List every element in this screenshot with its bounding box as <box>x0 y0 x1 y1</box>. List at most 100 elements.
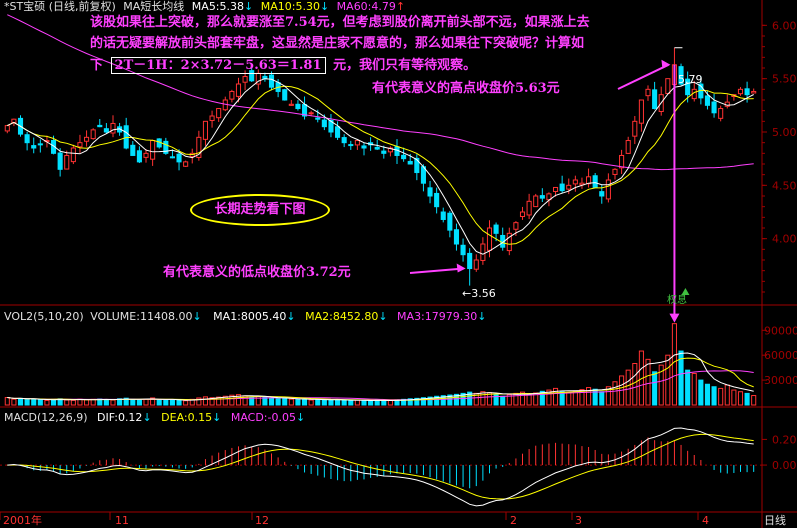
annotation-arrows <box>409 47 690 323</box>
down-arrow-icon: ↓ <box>244 0 254 13</box>
volume-bar <box>209 397 215 406</box>
candle-body <box>328 119 334 133</box>
candle-body <box>744 88 750 96</box>
volume-bar <box>361 399 367 406</box>
volume-bar <box>341 399 347 406</box>
ma5-readout: MA5:5.38 <box>191 0 245 13</box>
volume-bar <box>420 397 426 406</box>
high-note-arrow <box>617 63 669 90</box>
candle <box>335 121 341 140</box>
candle <box>130 141 136 156</box>
candle-body <box>645 88 651 97</box>
candle-body <box>486 227 493 251</box>
ma60-line <box>7 14 754 171</box>
arrowhead-icon <box>669 313 680 323</box>
candle-body <box>37 143 43 146</box>
candle-body <box>526 200 532 216</box>
candle <box>209 110 215 128</box>
volume-bar <box>671 323 677 406</box>
candle <box>414 154 420 181</box>
volume-bar <box>559 391 565 406</box>
volume-bar <box>605 386 611 406</box>
low-close-note: 有代表意义的低点收盘价3.72元 <box>163 265 351 280</box>
candle-body <box>414 157 420 174</box>
volume-bar <box>552 387 559 406</box>
candle <box>480 237 486 265</box>
candle <box>751 88 757 94</box>
candle-body <box>704 95 711 106</box>
volume-bars <box>4 323 757 406</box>
candle-body <box>467 252 473 270</box>
x-label-apr: 4 <box>702 514 709 527</box>
candle-body <box>123 125 129 149</box>
candle-body <box>447 212 453 231</box>
volume-bar <box>612 381 618 406</box>
macd-indicator-name: MACD(12,26,9) <box>4 411 88 424</box>
volume-bar <box>698 379 704 406</box>
candle <box>235 77 242 103</box>
candle <box>163 137 169 155</box>
candle <box>737 87 744 96</box>
candle-body <box>288 103 294 106</box>
volume-bar <box>229 394 235 406</box>
vol-ma2-readout: MA2:8452.80 <box>305 310 379 323</box>
volume-bar <box>519 391 526 406</box>
candle-body <box>242 76 248 83</box>
candle <box>295 100 301 111</box>
down-arrow-icon: ↓ <box>192 310 202 323</box>
candle <box>70 144 76 165</box>
candle-body <box>354 140 360 146</box>
candle <box>394 139 400 164</box>
candle <box>156 138 162 149</box>
candle <box>711 93 717 118</box>
volume-bar <box>737 391 744 406</box>
candle-body <box>480 243 486 261</box>
candle <box>381 145 387 159</box>
candle <box>513 221 519 237</box>
candle-body <box>401 154 407 160</box>
volume-bar <box>526 393 532 406</box>
period-label[interactable]: 日线 <box>764 514 786 527</box>
candle <box>586 168 592 188</box>
price-tick-label: 4.50 <box>772 179 797 192</box>
candle-body <box>374 146 380 150</box>
volume-bar <box>84 399 90 406</box>
candle-body <box>202 120 209 140</box>
stock-title: *ST宝硕 (日线,前复权) <box>4 0 116 13</box>
candle <box>632 116 638 145</box>
candle-body <box>249 70 255 82</box>
candle <box>625 136 631 154</box>
volume-indicator-name: VOL2(5,10,20) <box>4 310 84 323</box>
candle <box>453 223 460 251</box>
candle-body <box>387 147 393 153</box>
candle <box>341 134 347 148</box>
volume-bar <box>17 397 24 406</box>
volume-bar <box>348 400 354 406</box>
macd-tick-label: 0.00 <box>772 459 797 472</box>
candle-body <box>533 195 539 208</box>
candle-body <box>519 211 526 218</box>
candle-body <box>31 145 37 149</box>
volume-bar <box>321 399 327 406</box>
down-arrow-icon: ↓ <box>212 411 222 424</box>
candle-body <box>321 119 327 128</box>
volume-bar <box>130 398 136 406</box>
candle <box>308 110 314 116</box>
candle-body <box>685 78 691 96</box>
volume-bar <box>658 364 664 406</box>
candle <box>493 222 499 242</box>
volume-bar <box>70 399 76 406</box>
candle <box>467 248 473 286</box>
annotation-line-1: 该股如果往上突破，那么就要涨至7.54元，但考虑到股价离开前头部不远，如果涨上去 <box>90 15 590 30</box>
candle-body <box>592 175 598 188</box>
arrowhead-icon <box>661 59 671 69</box>
candle-body <box>453 229 460 245</box>
down-arrow-icon: ↓ <box>378 310 388 323</box>
candle-body <box>632 120 638 137</box>
price-tick-label: 6.00 <box>772 19 797 32</box>
low-price-mark: ←3.56 <box>462 287 496 300</box>
volume-bar <box>731 389 737 406</box>
volume-bar <box>308 399 314 406</box>
